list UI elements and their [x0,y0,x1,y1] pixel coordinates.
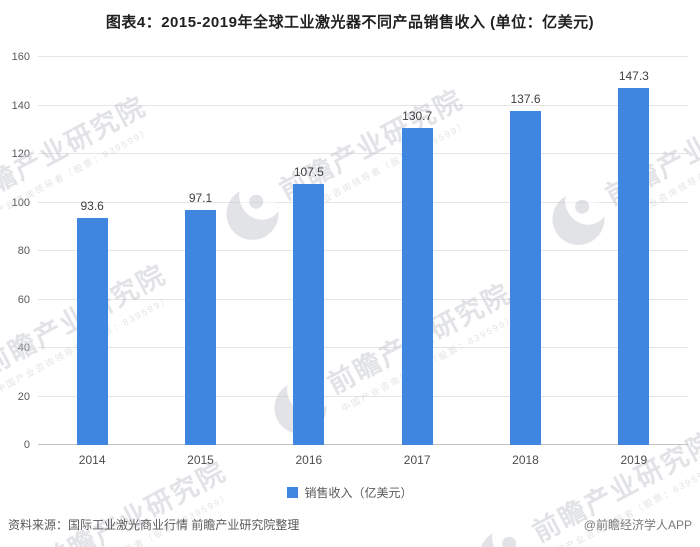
y-tick-label-40: 40 [17,342,30,354]
bar-value-label-2014: 93.6 [80,199,104,214]
gridline-100 [38,201,688,203]
footer-source: 资料来源：国际工业激光商业行情 前瞻产业研究院整理 [8,518,300,532]
y-tick-label-20: 20 [17,390,30,403]
gridline-120 [38,153,688,154]
x-tick-label-2019: 2019 [620,453,648,467]
plot-area: 93.6 2014 97.1 2015 107.5 2016 130.7 2017 137.6 2… [38,56,688,467]
bar-2019 [618,87,650,445]
bar-value-label-2015: 97.1 [188,190,213,205]
y-tick-label-80: 80 [17,245,30,257]
bar-2014 [76,218,108,445]
y-tick-label-60: 60 [17,293,30,306]
watermark-subtext: 中国产业咨询领导者（股票：839599） [544,461,700,547]
gridline-40 [38,347,688,348]
x-tick-label-2015: 2015 [187,453,214,467]
x-tick-label-2017: 2017 [403,453,431,467]
legend: 销售收入（亿美元） [0,484,700,501]
x-tick-label-2016: 2016 [295,453,323,467]
bar-2017 [401,128,433,445]
bar-2016 [293,184,325,445]
chart-title: 图表4：2015-2019年全球工业激光器不同产品销售收入 (单位：亿美元) [105,14,595,31]
y-tick-label-100: 100 [11,196,30,209]
bar-value-label-2017: 130.7 [402,109,433,124]
bar-value-label-2018: 137.6 [510,92,541,107]
bar-2015 [185,209,216,445]
gridline-160 [38,56,688,57]
bar-2018 [510,111,541,445]
gridline-140 [38,104,688,106]
gridline-60 [38,298,688,300]
footer-credit: @前瞻经济学人APP [583,518,692,532]
gridline-0 [38,444,688,445]
legend-label: 销售收入（亿美元） [304,486,413,500]
bar-chart: 0 20 40 60 80 100 120 140 160 93.6 2014 97.1 2015 10… [0,51,700,467]
y-tick-label-160: 160 [11,51,30,63]
y-tick-label-140: 140 [11,99,30,112]
y-tick-label-0: 0 [23,439,30,451]
y-axis-labels: 0 20 40 60 80 100 120 140 160 [0,51,32,451]
y-tick-label-120: 120 [11,148,30,160]
bar-value-label-2016: 107.5 [293,165,324,180]
x-tick-label-2014: 2014 [78,453,106,467]
legend-marker-square [287,487,299,498]
footer: 资料来源：国际工业激光商业行情 前瞻产业研究院整理 @前瞻经济学人APP [8,516,692,533]
bar-value-label-2019: 147.3 [618,68,649,83]
gridline-20 [38,395,688,397]
gridline-80 [38,250,688,251]
x-tick-label-2018: 2018 [512,453,539,467]
